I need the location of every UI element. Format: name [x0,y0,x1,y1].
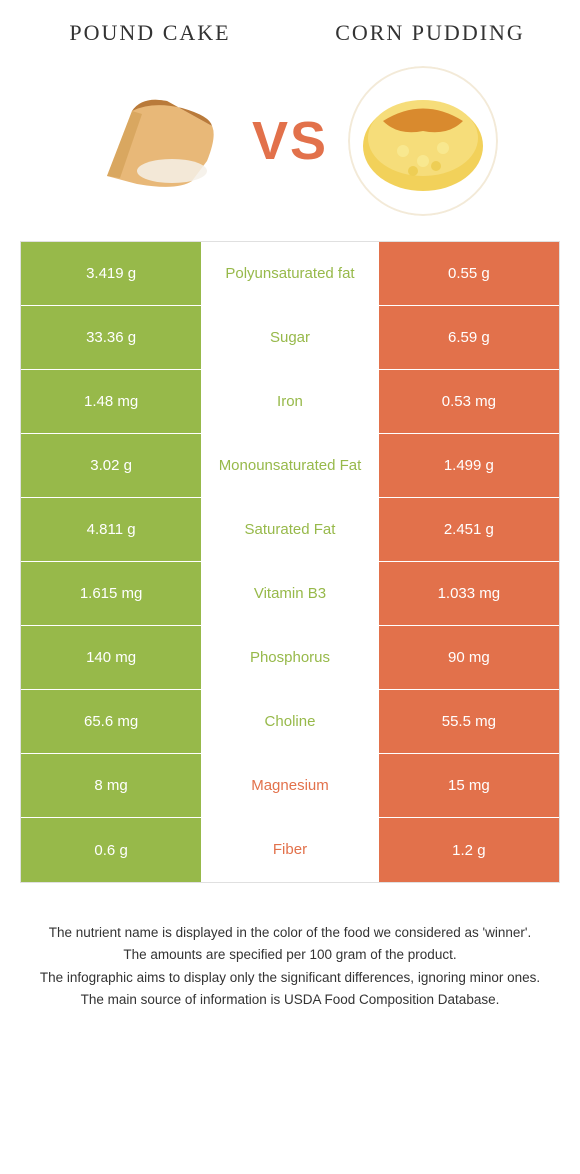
value-left: 4.811 g [21,498,201,561]
food-right-image [348,66,498,216]
nutrient-label: Monounsaturated Fat [201,434,379,497]
header: Pound Cake Corn Pudding [0,0,580,56]
nutrient-label: Magnesium [201,754,379,817]
nutrient-label: Vitamin B3 [201,562,379,625]
value-right: 6.59 g [379,306,559,369]
footer-line: The main source of information is USDA F… [30,990,550,1010]
value-right: 55.5 mg [379,690,559,753]
value-right: 1.033 mg [379,562,559,625]
comparison-table: 3.419 gPolyunsaturated fat0.55 g33.36 gS… [20,241,560,883]
vs-row: VS [0,56,580,241]
nutrient-label: Fiber [201,818,379,882]
value-left: 1.48 mg [21,370,201,433]
nutrient-label: Phosphorus [201,626,379,689]
table-row: 140 mgPhosphorus90 mg [21,626,559,690]
value-left: 0.6 g [21,818,201,882]
value-right: 1.499 g [379,434,559,497]
nutrient-label: Saturated Fat [201,498,379,561]
food-left-image [82,66,232,216]
value-right: 15 mg [379,754,559,817]
nutrient-label: Polyunsaturated fat [201,242,379,305]
nutrient-label: Iron [201,370,379,433]
value-left: 8 mg [21,754,201,817]
value-left: 140 mg [21,626,201,689]
value-left: 3.02 g [21,434,201,497]
footer-line: The amounts are specified per 100 gram o… [30,945,550,965]
footer-line: The nutrient name is displayed in the co… [30,923,550,943]
value-right: 2.451 g [379,498,559,561]
value-left: 33.36 g [21,306,201,369]
value-right: 90 mg [379,626,559,689]
table-row: 3.419 gPolyunsaturated fat0.55 g [21,242,559,306]
value-left: 1.615 mg [21,562,201,625]
value-right: 1.2 g [379,818,559,882]
footer-notes: The nutrient name is displayed in the co… [0,883,580,1032]
table-row: 3.02 gMonounsaturated Fat1.499 g [21,434,559,498]
table-row: 0.6 gFiber1.2 g [21,818,559,882]
food-left-title: Pound Cake [24,20,276,46]
value-left: 65.6 mg [21,690,201,753]
table-row: 33.36 gSugar6.59 g [21,306,559,370]
value-right: 0.55 g [379,242,559,305]
table-row: 1.48 mgIron0.53 mg [21,370,559,434]
table-row: 4.811 gSaturated Fat2.451 g [21,498,559,562]
food-right-title: Corn Pudding [304,20,556,46]
value-right: 0.53 mg [379,370,559,433]
nutrient-label: Sugar [201,306,379,369]
footer-line: The infographic aims to display only the… [30,968,550,988]
table-row: 1.615 mgVitamin B31.033 mg [21,562,559,626]
nutrient-label: Choline [201,690,379,753]
value-left: 3.419 g [21,242,201,305]
table-row: 8 mgMagnesium15 mg [21,754,559,818]
table-row: 65.6 mgCholine55.5 mg [21,690,559,754]
vs-label: VS [252,110,328,172]
